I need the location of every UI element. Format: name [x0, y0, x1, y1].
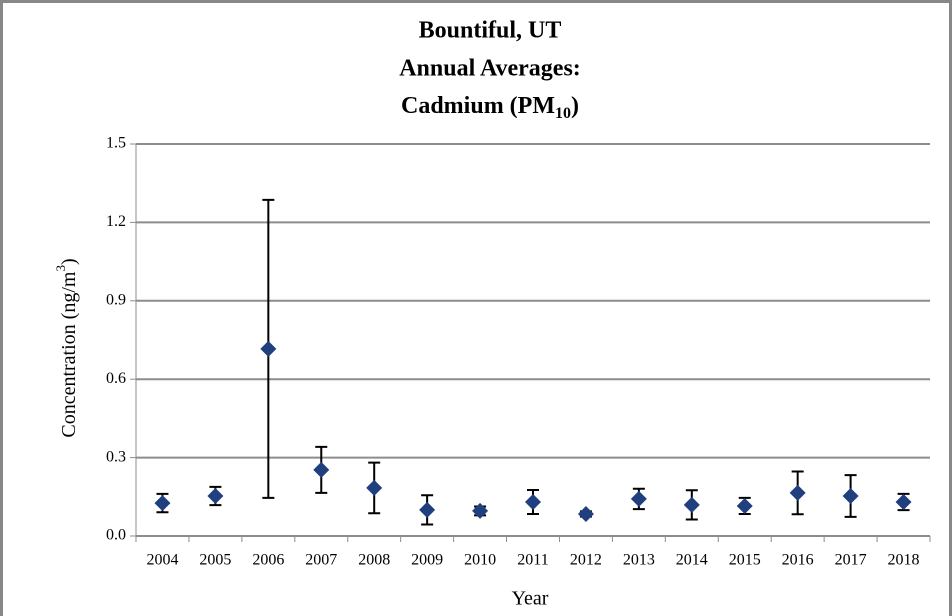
data-point: [525, 494, 541, 511]
data-point: [154, 495, 171, 512]
x-tick-label: 2007: [305, 552, 337, 569]
y-tick-label: 1.5: [106, 135, 126, 152]
title-text: ): [571, 93, 579, 119]
x-tick-label: 2012: [570, 552, 602, 569]
data-point: [789, 484, 806, 501]
x-tick-label: 2018: [888, 552, 920, 569]
y-label-superscript: 3: [53, 265, 68, 272]
data-point: [577, 506, 594, 523]
data-point: [313, 461, 330, 478]
x-tick-label: 2011: [517, 552, 548, 569]
x-tick-label: 2014: [676, 552, 708, 569]
data-point: [683, 496, 700, 513]
x-tick-label: 2015: [729, 552, 761, 569]
x-tick-label: 2017: [835, 552, 867, 569]
x-tick-label: 2016: [782, 552, 814, 569]
y-tick-label: 1.2: [106, 213, 126, 230]
y-axis-label: Concentration (ng/m3): [53, 258, 80, 437]
y-label-text: ): [58, 258, 80, 265]
data-point: [895, 494, 912, 511]
title-line: Cadmium (PM10): [401, 93, 579, 122]
title-text: Cadmium (PM: [401, 93, 555, 119]
y-tick-label: 0.6: [106, 370, 126, 387]
x-tick-label: 2005: [199, 552, 231, 569]
title-line: Bountiful, UT: [419, 18, 562, 44]
x-tick-label: 2013: [623, 552, 655, 569]
x-tick-label: 2004: [146, 552, 178, 569]
title-line: Annual Averages:: [399, 56, 581, 82]
data-point: [260, 340, 277, 357]
y-tick-label: 0.3: [106, 448, 126, 465]
x-tick-label: 2009: [411, 552, 443, 569]
x-tick-label: 2010: [464, 552, 496, 569]
x-axis-label: Year: [512, 588, 549, 610]
x-tick-label: 2006: [252, 552, 284, 569]
title-subscript: 10: [555, 105, 571, 122]
data-point: [630, 490, 647, 507]
data-point: [472, 502, 489, 519]
data-point: [366, 479, 383, 496]
data-point: [842, 488, 859, 505]
data-point: [419, 501, 436, 518]
x-tick-label: 2008: [358, 552, 390, 569]
y-label-text: Concentration (ng/m: [58, 271, 80, 438]
data-point: [207, 488, 224, 505]
y-tick-label: 0.0: [106, 527, 126, 544]
data-point: [736, 497, 753, 514]
y-tick-label: 0.9: [106, 291, 126, 308]
